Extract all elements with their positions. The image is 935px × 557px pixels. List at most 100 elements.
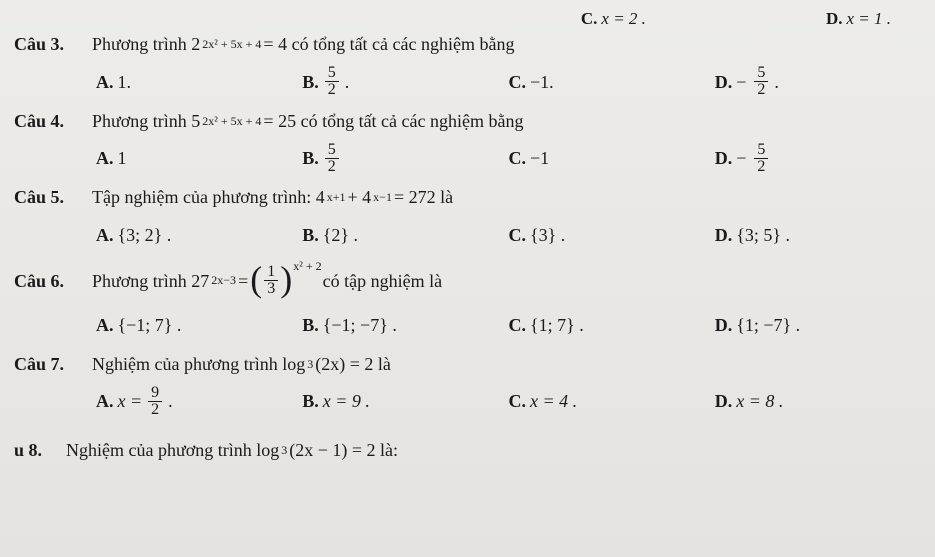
- q7-a-letter: A.: [96, 390, 114, 413]
- q3-stem-pre: Phương trình 2: [92, 33, 200, 56]
- q7-choice-b: B. x = 9 .: [302, 390, 508, 413]
- q7-choice-d: D. x = 8 .: [715, 390, 921, 413]
- q4-d-letter: D.: [715, 147, 733, 170]
- q5-a-letter: A.: [96, 224, 114, 247]
- q5-c-letter: C.: [509, 224, 527, 247]
- q5-d-value: {3; 5} .: [736, 224, 790, 247]
- q7-stem-post: (2x) = 2 là: [315, 353, 391, 376]
- q5-e1: x+1: [327, 190, 346, 205]
- q3-choice-d: D. − 5 2 .: [715, 65, 921, 98]
- q6-frac: 1 3: [264, 264, 278, 297]
- q5-choice-b: B. {2} .: [302, 224, 508, 247]
- q4-b-num: 5: [325, 142, 339, 159]
- q5-choice-c: C. {3} .: [509, 224, 715, 247]
- q4-d-frac: 5 2: [754, 142, 768, 175]
- q4-d-neg: −: [736, 147, 746, 170]
- q4-b-frac: 5 2: [325, 142, 339, 175]
- q3-d-letter: D.: [715, 71, 733, 94]
- q5-stem-mid: + 4: [348, 186, 372, 209]
- right-paren-icon: ): [280, 261, 292, 297]
- q7-d-letter: D.: [715, 390, 733, 413]
- q3-c-letter: C.: [509, 71, 527, 94]
- top-choice-c: C. x = 2 .: [581, 8, 646, 29]
- q6-c-letter: C.: [509, 314, 527, 337]
- q7-b-value: x = 9 .: [323, 390, 370, 413]
- q6-eq: =: [238, 270, 248, 293]
- question-5: Câu 5. Tập nghiệm của phương trình: 4x+1…: [14, 186, 921, 209]
- q4-choice-d: D. − 5 2: [715, 142, 921, 175]
- q3-choice-c: C. −1.: [509, 71, 715, 94]
- q4-choice-a: A. 1: [96, 147, 302, 170]
- q7-sub: 3: [307, 357, 313, 372]
- q3-a-letter: A.: [96, 71, 114, 94]
- q7-stem-pre: Nghiệm của phương trình log: [92, 353, 305, 376]
- q7-stem: Nghiệm của phương trình log3 (2x) = 2 là: [92, 353, 921, 376]
- q7-b-letter: B.: [302, 390, 319, 413]
- q4-d-num: 5: [754, 142, 768, 159]
- q4-c-letter: C.: [509, 147, 527, 170]
- q3-exp: 2x² + 5x + 4: [202, 37, 261, 52]
- q4-b-den: 2: [325, 159, 339, 175]
- exam-page: C. x = 2 . D. x = 1 . Câu 3. Phương trìn…: [0, 0, 935, 557]
- q8-stem-post: (2x − 1) = 2 là:: [289, 439, 398, 462]
- q5-stem-pre: Tập nghiệm của phương trình: 4: [92, 186, 325, 209]
- q5-d-letter: D.: [715, 224, 733, 247]
- q6-choice-a: A. {−1; 7} .: [96, 314, 302, 337]
- q7-a-num: 9: [148, 385, 162, 402]
- q4-label: Câu 4.: [14, 110, 92, 133]
- q6-choice-d: D. {1; −7} .: [715, 314, 921, 337]
- q6-choices: A. {−1; 7} . B. {−1; −7} . C. {1; 7} . D…: [14, 305, 921, 345]
- q3-choice-a: A. 1.: [96, 71, 302, 94]
- q6-frac-exp: x² + 2: [293, 259, 321, 274]
- q5-choice-a: A. {3; 2} .: [96, 224, 302, 247]
- q5-c-value: {3} .: [530, 224, 565, 247]
- q3-a-value: 1.: [118, 71, 132, 94]
- q3-d-den: 2: [754, 82, 768, 98]
- q3-stem: Phương trình 22x² + 5x + 4 = 4 có tổng t…: [92, 33, 921, 56]
- q5-b-value: {2} .: [323, 224, 358, 247]
- question-3: Câu 3. Phương trình 22x² + 5x + 4 = 4 có…: [14, 33, 921, 56]
- q4-exp: 2x² + 5x + 4: [202, 114, 261, 129]
- q6-a-value: {−1; 7} .: [118, 314, 182, 337]
- q6-label: Câu 6.: [14, 270, 92, 293]
- top-d-letter: D.: [826, 8, 843, 29]
- q3-stem-post: = 4 có tổng tất cả các nghiệm bằng: [263, 33, 514, 56]
- q4-a-letter: A.: [96, 147, 114, 170]
- q3-choice-b: B. 5 2 .: [302, 65, 508, 98]
- q7-choice-a: A. x = 9 2 .: [96, 385, 302, 418]
- q4-stem: Phương trình 52x² + 5x + 4 = 25 có tổng …: [92, 110, 921, 133]
- q6-b-letter: B.: [302, 314, 319, 337]
- top-choice-d: D. x = 1 .: [826, 8, 891, 29]
- q6-e1: 2x−3: [211, 273, 236, 288]
- q7-c-value: x = 4 .: [530, 390, 577, 413]
- q3-choices: A. 1. B. 5 2 . C. −1. D. − 5 2 .: [14, 62, 921, 102]
- q6-choice-b: B. {−1; −7} .: [302, 314, 508, 337]
- q7-c-letter: C.: [509, 390, 527, 413]
- q6-stem: Phương trình 272x−3 = ( 1 3 ) x² + 2 có …: [92, 263, 921, 299]
- q4-stem-post: = 25 có tổng tất cả các nghiệm bằng: [263, 110, 523, 133]
- question-7: Câu 7. Nghiệm của phương trình log3 (2x)…: [14, 353, 921, 376]
- q6-d-value: {1; −7} .: [736, 314, 800, 337]
- question-8: u 8. Nghiệm của phương trình log3 (2x − …: [14, 439, 921, 462]
- q7-choices: A. x = 9 2 . B. x = 9 . C. x = 4 . D. x …: [14, 381, 921, 421]
- q3-c-value: −1.: [530, 71, 554, 94]
- q3-d-num: 5: [754, 65, 768, 82]
- q3-b-frac: 5 2: [325, 65, 339, 98]
- q6-choice-c: C. {1; 7} .: [509, 314, 715, 337]
- q8-stem: Nghiệm của phương trình log3 (2x − 1) = …: [66, 439, 921, 462]
- q5-b-letter: B.: [302, 224, 319, 247]
- q4-choice-c: C. −1: [509, 147, 715, 170]
- q4-a-value: 1: [118, 147, 127, 170]
- q4-stem-pre: Phương trình 5: [92, 110, 200, 133]
- q6-d-letter: D.: [715, 314, 733, 337]
- q6-b-value: {−1; −7} .: [323, 314, 397, 337]
- q3-b-num: 5: [325, 65, 339, 82]
- top-d-value: x = 1 .: [846, 8, 891, 29]
- q7-label: Câu 7.: [14, 353, 92, 376]
- q5-label: Câu 5.: [14, 186, 92, 209]
- q7-a-frac: 9 2: [148, 385, 162, 418]
- left-paren-icon: (: [250, 261, 262, 297]
- q3-b-letter: B.: [302, 71, 319, 94]
- q6-stem-post: có tập nghiệm là: [323, 270, 442, 293]
- q4-choices: A. 1 B. 5 2 C. −1 D. − 5 2: [14, 138, 921, 178]
